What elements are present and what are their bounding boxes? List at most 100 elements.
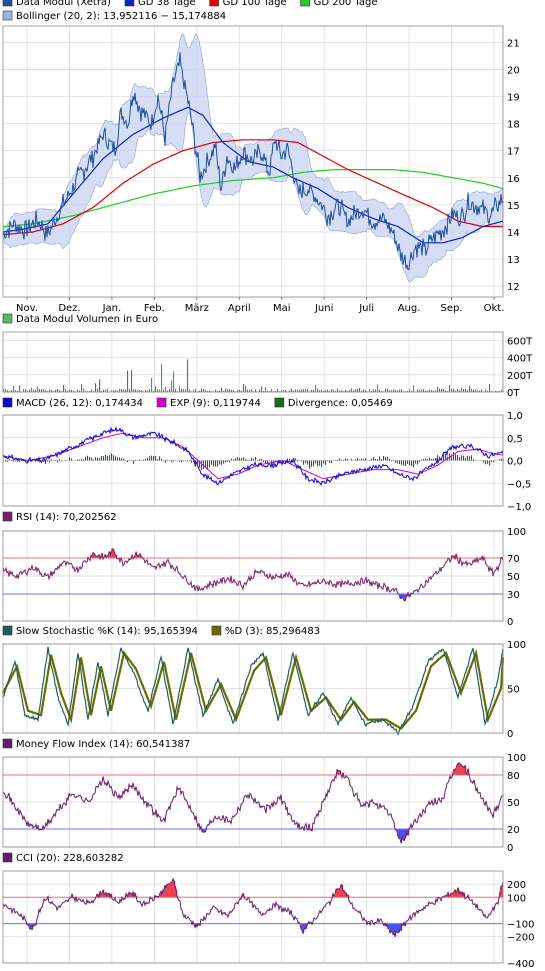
volume-bar <box>251 389 253 392</box>
macd-divergence-bar <box>233 459 235 461</box>
mfi-y-tick-label: 50 <box>507 798 520 809</box>
cci-band-fill <box>388 923 390 929</box>
macd-divergence-bar <box>223 460 225 464</box>
volume-bar <box>39 388 41 392</box>
cci-band-fill <box>338 888 340 898</box>
macd-y-tick-label: 0,5 <box>507 434 523 445</box>
volume-bar <box>159 389 161 392</box>
macd-divergence-bar <box>71 458 73 461</box>
volume-bar <box>307 389 309 392</box>
volume-bar <box>499 390 501 392</box>
macd-divergence-bar <box>43 460 45 462</box>
volume-bar <box>47 390 49 392</box>
volume-bar <box>203 388 205 392</box>
macd-divergence-bar <box>161 458 163 461</box>
macd-divergence-bar <box>433 458 435 461</box>
macd-divergence-bar <box>89 456 91 461</box>
volume-y-tick-label: 0T <box>507 388 520 399</box>
volume-bar <box>247 389 249 392</box>
cci-band-fill <box>347 895 349 898</box>
mfi-band-fill <box>339 770 341 775</box>
volume-bar <box>443 388 445 392</box>
macd-divergence-bar <box>305 460 307 464</box>
macd-divergence-bar <box>193 460 195 463</box>
macd-divergence-bar <box>345 458 347 461</box>
cci-band-fill <box>167 884 169 898</box>
volume-bar <box>303 389 305 392</box>
volume-bar <box>389 390 391 392</box>
macd-divergence-bar <box>57 460 59 463</box>
volume-bar <box>275 391 277 392</box>
macd-divergence-bar <box>191 460 193 463</box>
macd-divergence-bar <box>431 459 433 461</box>
macd-divergence-bar <box>503 459 505 461</box>
volume-bar <box>31 387 33 392</box>
cci-band-fill <box>104 893 106 898</box>
macd-divergence-bar <box>293 457 295 461</box>
macd-divergence-bar <box>163 460 165 462</box>
volume-bar <box>59 389 61 392</box>
volume-bar <box>215 389 217 392</box>
volume-bar <box>449 385 451 392</box>
macd-signal-line <box>2 432 504 480</box>
macd-divergence-bar <box>229 460 231 463</box>
volume-bar <box>391 390 393 392</box>
macd-divergence-bar <box>363 459 365 461</box>
macd-legend-swatch <box>274 397 285 408</box>
macd-divergence-bar <box>155 455 157 461</box>
volume-bar <box>233 390 235 392</box>
volume-bar <box>73 391 75 392</box>
bollinger-legend-swatch <box>2 10 13 21</box>
mfi-band-fill <box>308 829 310 831</box>
mfi-y-tick-label: 0 <box>507 843 513 854</box>
volume-bar <box>385 388 387 392</box>
volume-bar <box>425 390 427 392</box>
macd-divergence-bar <box>303 460 305 465</box>
volume-bar <box>7 390 9 392</box>
macd-line <box>2 426 504 487</box>
macd-divergence-bar <box>473 459 475 461</box>
price-legend-label: GD 38 Tage <box>138 0 196 8</box>
macd-divergence-bar <box>149 456 151 461</box>
cci-band-fill <box>97 894 99 898</box>
volume-bar <box>223 391 225 392</box>
macd-divergence-bar <box>69 457 71 461</box>
volume-bar <box>45 390 47 392</box>
cci-y-tick-label: 100 <box>507 893 526 904</box>
rsi-band-fill <box>107 555 109 558</box>
volume-bar <box>293 390 295 392</box>
rsi-band-fill <box>404 594 406 601</box>
mfi-band-fill <box>453 772 455 775</box>
volume-bar <box>41 389 43 392</box>
macd-divergence-bar <box>243 457 245 461</box>
cci-band-fill <box>160 893 162 898</box>
cci-band-fill <box>132 895 134 898</box>
macd-divergence-bar <box>371 458 373 461</box>
macd-legend-swatch <box>2 397 13 408</box>
macd-divergence-bar <box>427 458 429 461</box>
macd-divergence-bar <box>99 457 101 461</box>
cci-band-fill <box>457 890 459 898</box>
macd-divergence-bar <box>365 458 367 461</box>
mfi-band-fill <box>400 829 402 839</box>
macd-panel-frame <box>2 414 504 507</box>
macd-divergence-bar <box>393 459 395 461</box>
macd-divergence-bar <box>103 456 105 461</box>
cci-band-fill <box>500 891 502 898</box>
volume-bar <box>117 390 119 392</box>
macd-divergence-bar <box>237 457 239 461</box>
mfi-band-fill <box>311 829 313 831</box>
macd-divergence-bar <box>461 455 463 461</box>
volume-bar <box>255 389 257 392</box>
volume-bar <box>183 389 185 392</box>
cci-band-fill <box>303 923 305 934</box>
volume-bar <box>417 389 419 392</box>
macd-legend-label: MACD (26, 12): 0,174434 <box>16 398 143 409</box>
volume-bar <box>25 389 27 392</box>
macd-divergence-bar <box>443 453 445 461</box>
volume-bar <box>407 391 409 392</box>
volume-bar <box>99 379 101 392</box>
macd-divergence-bar <box>263 460 265 463</box>
volume-bar <box>379 389 381 392</box>
volume-bar <box>341 390 343 392</box>
